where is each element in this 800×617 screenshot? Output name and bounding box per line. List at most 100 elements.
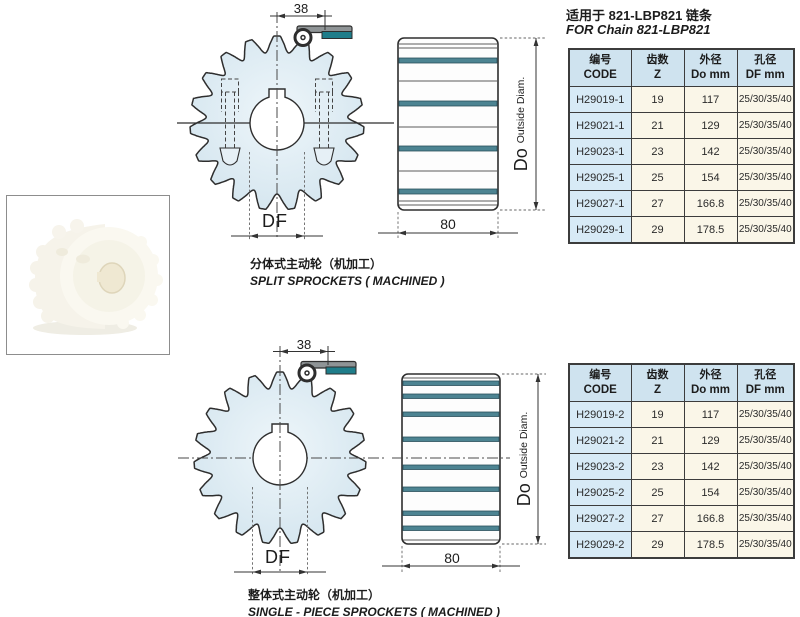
table-row: H29019-2 19 117 25/30/35/40: [568, 401, 795, 428]
table-cell: H29021-1: [568, 112, 632, 139]
dim-do-label: Do Outside Diam.: [510, 76, 531, 172]
split-sprockets-table: 编号 CODE 齿数 Z 外径 Do mm 孔径 DF mm H29019-1 19 117…: [568, 48, 795, 244]
dimension-outside-diameter: [500, 37, 545, 211]
table-cell: 25/30/35/40: [736, 453, 795, 480]
table-row: H29029-1 29 178.5 25/30/35/40: [568, 216, 795, 244]
col-teeth: 齿数 Z: [630, 48, 685, 87]
sprocket-photo-image: [29, 219, 163, 335]
table-row: H29021-1 21 129 25/30/35/40: [568, 112, 795, 139]
col-code: 编号 CODE: [568, 363, 632, 402]
table-header-row: 编号 CODE 齿数 Z 外径 Do mm 孔径 DF mm: [568, 48, 795, 87]
table-cell: 166.8: [683, 505, 738, 532]
table-cell: 25/30/35/40: [736, 190, 795, 217]
table-cell: 154: [683, 479, 738, 506]
bolt-left: [219, 78, 241, 166]
split-sprocket-drawing: [177, 10, 545, 240]
table-cell: 25: [630, 164, 685, 191]
table-cell: 23: [630, 453, 685, 480]
bolt-right: [313, 78, 335, 166]
table-cell: H29023-1: [568, 138, 632, 165]
dim-80-label: 80: [440, 216, 456, 232]
dim-38-label: 38: [293, 1, 309, 16]
table-row: H29027-1 27 166.8 25/30/35/40: [568, 190, 795, 217]
table-cell: 117: [683, 86, 738, 113]
table-header-row: 编号 CODE 齿数 Z 外径 Do mm 孔径 DF mm: [568, 363, 795, 402]
table-row: H29025-1 25 154 25/30/35/40: [568, 164, 795, 191]
table-cell: 25/30/35/40: [736, 216, 795, 244]
table-cell: 25/30/35/40: [736, 427, 795, 454]
table-row: H29021-2 21 129 25/30/35/40: [568, 427, 795, 454]
single-piece-sprockets-caption: 整体式主动轮（机加工） SINGLE - PIECE SPROCKETS ( M…: [248, 588, 501, 617]
table-cell: H29023-2: [568, 453, 632, 480]
table-cell: 25/30/35/40: [736, 164, 795, 191]
applicable-chain-title-zh: 适用于 821-LBP821 链条: [566, 8, 712, 23]
table-cell: 25/30/35/40: [736, 86, 795, 113]
bore-with-keyway: [252, 423, 308, 486]
col-bore-diam: 孔径 DF mm: [736, 363, 795, 402]
table-row: H29025-2 25 154 25/30/35/40: [568, 479, 795, 506]
table-cell: 29: [630, 216, 685, 244]
dim-do-label: Do Outside Diam.: [513, 411, 534, 507]
applicable-chain-title-en: FOR Chain 821-LBP821: [566, 22, 711, 37]
split-sprockets-caption: 分体式主动轮（机加工） SPLIT SPROCKETS ( MACHINED ): [250, 257, 445, 288]
table-cell: H29029-2: [568, 531, 632, 559]
table-cell: 21: [630, 427, 685, 454]
table-cell: 129: [683, 427, 738, 454]
table-cell: 27: [630, 505, 685, 532]
table-cell: 27: [630, 190, 685, 217]
table-cell: 19: [630, 401, 685, 428]
table-cell: 25/30/35/40: [736, 531, 795, 559]
sprocket-photo: [6, 195, 170, 355]
dim-38-label: 38: [296, 337, 312, 352]
col-outside-diam: 外径 Do mm: [683, 363, 738, 402]
bore-with-keyway: [249, 88, 305, 151]
table-cell: 178.5: [683, 216, 738, 244]
dimension-width: [270, 10, 332, 30]
single-piece-sprockets-table: 编号 CODE 齿数 Z 外径 Do mm 孔径 DF mm H29019-2 19 117…: [568, 363, 795, 559]
table-cell: H29025-2: [568, 479, 632, 506]
table-row: H29019-1 19 117 25/30/35/40: [568, 86, 795, 113]
table-cell: 166.8: [683, 190, 738, 217]
dimension-length: [382, 546, 520, 573]
col-outside-diam: 外径 Do mm: [683, 48, 738, 87]
dimension-width: [273, 346, 335, 365]
col-bore-diam: 孔径 DF mm: [736, 48, 795, 87]
col-teeth: 齿数 Z: [630, 363, 685, 402]
table-cell: 25/30/35/40: [736, 479, 795, 506]
dimension-bore: [234, 487, 326, 576]
dim-df-label: DF: [265, 547, 291, 567]
table-cell: 25/30/35/40: [736, 401, 795, 428]
table-cell: 178.5: [683, 531, 738, 559]
chain-link-icon: [293, 25, 353, 47]
sprocket-side-view: [397, 37, 499, 211]
table-row: H29023-1 23 142 25/30/35/40: [568, 138, 795, 165]
table-cell: 154: [683, 164, 738, 191]
table-cell: 19: [630, 86, 685, 113]
table-cell: 25/30/35/40: [736, 505, 795, 532]
sprocket-front-view: [178, 346, 385, 574]
table-cell: H29025-1: [568, 164, 632, 191]
table-row: H29023-2 23 142 25/30/35/40: [568, 453, 795, 480]
dimension-bore: [231, 152, 323, 240]
table-cell: H29029-1: [568, 216, 632, 244]
table-cell: H29019-2: [568, 401, 632, 428]
table-cell: 129: [683, 112, 738, 139]
table-cell: 142: [683, 138, 738, 165]
dimension-length: [378, 212, 518, 240]
single-piece-sprocket-drawing: [178, 346, 546, 576]
sprocket-front-view: [177, 12, 394, 238]
dimension-outside-diameter: [502, 373, 546, 545]
table-cell: H29021-2: [568, 427, 632, 454]
dim-80-label: 80: [444, 550, 460, 566]
table-cell: 117: [683, 401, 738, 428]
table-cell: 29: [630, 531, 685, 559]
table-cell: 25: [630, 479, 685, 506]
table-cell: 21: [630, 112, 685, 139]
table-row: H29027-2 27 166.8 25/30/35/40: [568, 505, 795, 532]
table-cell: H29027-1: [568, 190, 632, 217]
table-cell: 23: [630, 138, 685, 165]
sprocket-side-view: [392, 373, 510, 545]
table-cell: H29027-2: [568, 505, 632, 532]
dim-df-label: DF: [262, 211, 288, 231]
